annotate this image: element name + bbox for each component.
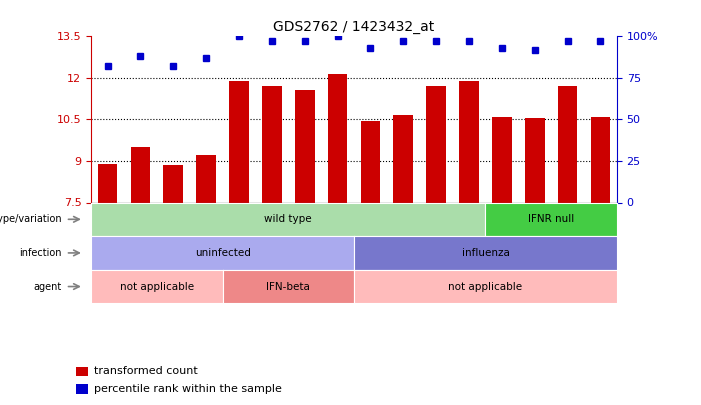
Text: IFNR null: IFNR null bbox=[528, 214, 574, 224]
Text: wild type: wild type bbox=[264, 214, 312, 224]
Text: genotype/variation: genotype/variation bbox=[0, 214, 62, 224]
Bar bbox=[328, 74, 348, 202]
Bar bbox=[130, 147, 150, 202]
Bar bbox=[295, 90, 315, 202]
Title: GDS2762 / 1423432_at: GDS2762 / 1423432_at bbox=[273, 20, 435, 34]
Bar bbox=[262, 86, 282, 202]
Bar bbox=[525, 118, 545, 202]
Bar bbox=[459, 81, 479, 202]
Bar bbox=[426, 86, 446, 202]
Bar bbox=[229, 81, 249, 202]
Bar bbox=[360, 121, 381, 202]
Bar bbox=[163, 165, 183, 202]
Text: uninfected: uninfected bbox=[195, 248, 250, 258]
Bar bbox=[558, 86, 578, 202]
Text: infection: infection bbox=[20, 248, 62, 258]
Text: transformed count: transformed count bbox=[94, 366, 198, 376]
Bar bbox=[492, 117, 512, 202]
Text: not applicable: not applicable bbox=[449, 281, 522, 292]
Bar bbox=[590, 117, 611, 202]
Bar bbox=[97, 164, 118, 202]
Text: influenza: influenza bbox=[461, 248, 510, 258]
Text: percentile rank within the sample: percentile rank within the sample bbox=[94, 384, 282, 394]
Bar bbox=[393, 115, 413, 202]
Bar bbox=[76, 366, 88, 376]
Text: agent: agent bbox=[34, 281, 62, 292]
Bar bbox=[76, 384, 88, 394]
Bar bbox=[196, 156, 216, 202]
Text: not applicable: not applicable bbox=[120, 281, 194, 292]
Text: IFN-beta: IFN-beta bbox=[266, 281, 311, 292]
